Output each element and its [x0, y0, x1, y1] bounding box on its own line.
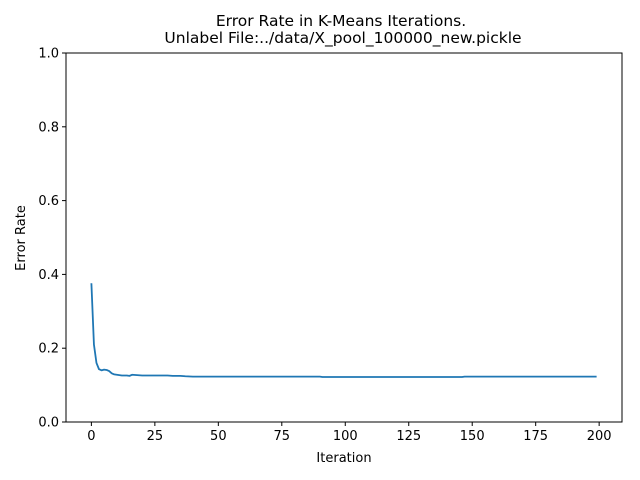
y-axis-label: Error Rate — [14, 205, 29, 271]
y-tick-label: 0.4 — [38, 268, 59, 283]
x-tick-label: 50 — [210, 429, 227, 444]
y-tick-label: 0.6 — [38, 194, 59, 209]
chart-title-line2: Unlabel File:../data/X_pool_100000_new.p… — [164, 29, 521, 48]
x-tick-label: 75 — [274, 429, 291, 444]
x-tick-label: 150 — [460, 429, 485, 444]
x-tick-label: 100 — [333, 429, 358, 444]
y-tick-label: 0.0 — [38, 416, 59, 431]
x-tick-label: 0 — [87, 429, 95, 444]
plot-frame — [65, 52, 623, 423]
plot-area: 0 25 50 75 100 125 150 175 200 0.0 0.2 0.4 0.6 0.8 1.0 — [38, 47, 623, 444]
x-tick-label: 25 — [147, 429, 164, 444]
series-line — [90, 283, 597, 378]
x-tick-label: 200 — [587, 429, 612, 444]
x-axis-label: Iteration — [316, 451, 371, 466]
y-tick-label: 1.0 — [38, 47, 59, 62]
x-tick-label: 125 — [396, 429, 421, 444]
x-tick-label: 175 — [523, 429, 548, 444]
y-tick-label: 0.2 — [38, 342, 59, 357]
chart-title-line1: Error Rate in K-Means Iterations. — [216, 12, 466, 30]
y-tick-label: 0.8 — [38, 120, 59, 135]
